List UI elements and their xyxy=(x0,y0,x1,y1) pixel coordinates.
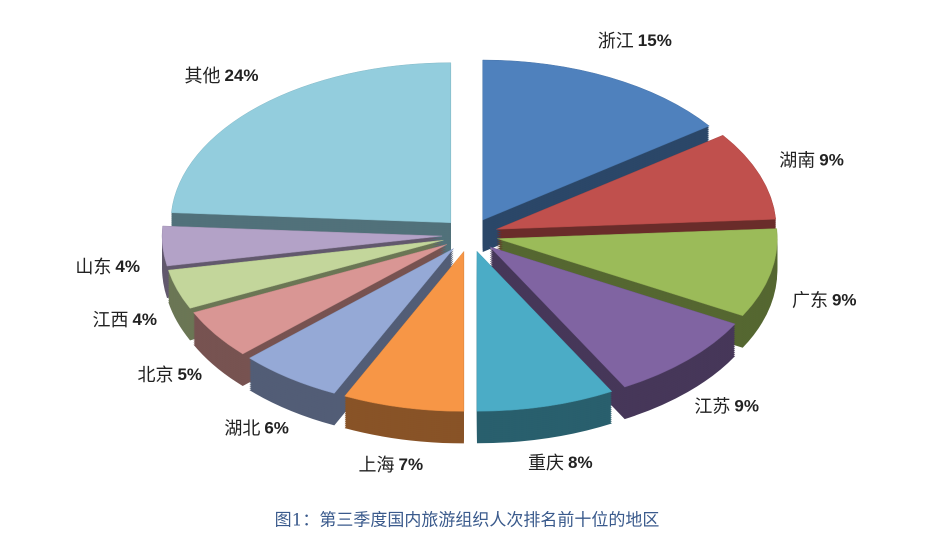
category-name: 湖南 xyxy=(779,151,815,172)
value-label: 9% xyxy=(832,291,857,310)
slice-label: 重庆 8% xyxy=(528,453,593,474)
category-name: 江苏 xyxy=(694,397,730,418)
slice-label: 广东 9% xyxy=(792,290,857,311)
category-name: 北京 xyxy=(137,365,173,386)
slice-label: 浙江 15% xyxy=(598,31,672,52)
slice-label: 江苏 9% xyxy=(694,397,759,418)
slice-label: 山东 4% xyxy=(75,257,140,278)
category-name: 江西 xyxy=(92,310,128,331)
slice xyxy=(344,250,465,412)
value-label: 4% xyxy=(132,311,157,330)
slice-label: 北京 5% xyxy=(137,365,202,386)
value-label: 15% xyxy=(638,31,672,50)
value-label: 9% xyxy=(734,397,759,416)
slice xyxy=(497,228,778,317)
value-label: 7% xyxy=(399,455,424,474)
slice xyxy=(193,244,447,355)
slice xyxy=(476,250,613,412)
category-name: 广东 xyxy=(792,290,828,311)
value-label: 5% xyxy=(177,366,202,385)
slice xyxy=(161,225,443,267)
slice-label: 湖北 6% xyxy=(224,419,289,440)
category-name: 其他 xyxy=(184,66,220,87)
slice xyxy=(171,62,452,224)
category-name: 上海 xyxy=(359,455,395,476)
category-name: 山东 xyxy=(75,257,111,278)
category-name: 重庆 xyxy=(528,453,564,474)
slice-label: 江西 4% xyxy=(92,310,157,331)
chart-caption: 图1：第三季度国内旅游组织人次排名前十位的地区 xyxy=(275,511,660,531)
slice xyxy=(496,134,777,230)
slice xyxy=(167,239,444,309)
slice xyxy=(489,246,736,388)
value-label: 8% xyxy=(568,454,593,473)
category-name: 湖北 xyxy=(224,419,260,440)
slice-label: 湖南 9% xyxy=(779,151,844,172)
value-label: 6% xyxy=(264,419,289,438)
value-label: 4% xyxy=(115,257,140,276)
slice xyxy=(248,248,454,394)
value-label: 24% xyxy=(224,66,258,85)
category-name: 浙江 xyxy=(598,31,634,52)
value-label: 9% xyxy=(819,151,844,170)
slice-label: 上海 7% xyxy=(359,455,424,476)
slice-label: 其他 24% xyxy=(184,66,258,87)
slice xyxy=(482,59,710,221)
